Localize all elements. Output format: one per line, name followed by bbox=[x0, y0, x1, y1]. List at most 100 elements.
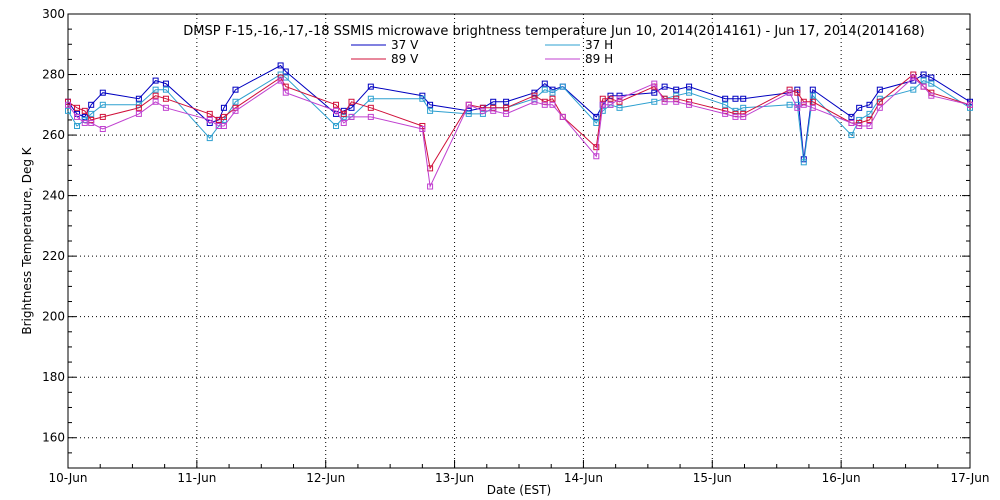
data-point-89-h bbox=[99, 126, 106, 133]
x-tick-label: 16-Jun bbox=[822, 471, 861, 485]
data-point-89-v bbox=[549, 95, 556, 102]
data-point-89-h bbox=[549, 101, 556, 108]
x-tick-label: 14-Jun bbox=[564, 471, 603, 485]
data-point-89-h bbox=[686, 101, 693, 108]
legend: 37 V 37 H 89 V 89 H bbox=[351, 38, 613, 66]
data-point-89-h bbox=[800, 101, 807, 108]
data-point-37-h bbox=[74, 122, 81, 129]
data-point-37-h bbox=[162, 86, 169, 93]
data-point-37-v bbox=[661, 83, 668, 90]
data-point-37-v bbox=[503, 98, 510, 105]
chart-title: DMSP F-15,-16,-17,-18 SSMIS microwave br… bbox=[183, 24, 924, 39]
series-37-v bbox=[65, 62, 973, 163]
data-point-89-h bbox=[465, 101, 472, 108]
data-point-37-h bbox=[732, 107, 739, 114]
data-point-89-h bbox=[967, 101, 973, 108]
data-point-89-h bbox=[616, 95, 623, 102]
data-point-37-h bbox=[809, 92, 816, 99]
data-point-89-v bbox=[722, 107, 729, 114]
data-point-89-h bbox=[503, 110, 510, 117]
data-point-89-h bbox=[910, 74, 917, 81]
data-point-89-h bbox=[928, 92, 935, 99]
data-point-37-v bbox=[920, 71, 927, 78]
data-point-89-h bbox=[786, 89, 793, 96]
data-point-89-h bbox=[220, 122, 227, 129]
y-tick-label: 240 bbox=[42, 189, 65, 203]
data-point-37-h bbox=[866, 110, 873, 117]
data-point-37-v bbox=[740, 95, 747, 102]
data-point-89-v bbox=[333, 101, 340, 108]
data-point-37-h bbox=[559, 83, 566, 90]
data-point-89-h bbox=[74, 113, 81, 120]
data-point-37-v bbox=[722, 95, 729, 102]
y-tick-label: 200 bbox=[42, 310, 65, 324]
x-tick-label: 15-Jun bbox=[693, 471, 732, 485]
data-point-37-h bbox=[99, 101, 106, 108]
data-point-89-h bbox=[367, 113, 374, 120]
data-point-37-v bbox=[427, 101, 434, 108]
data-point-89-h bbox=[333, 107, 340, 114]
data-point-37-h bbox=[928, 80, 935, 87]
data-point-37-v bbox=[232, 86, 239, 93]
y-axis: 160 180 200 220 240 260 280 300 bbox=[42, 7, 970, 454]
x-axis-label: Date (EST) bbox=[487, 483, 551, 497]
data-point-37-h bbox=[465, 110, 472, 117]
data-point-37-v bbox=[651, 89, 658, 96]
data-point-37-h bbox=[549, 89, 556, 96]
series-layer bbox=[65, 62, 973, 190]
data-point-89-h bbox=[722, 110, 729, 117]
data-point-37-h bbox=[722, 101, 729, 108]
data-point-37-h bbox=[152, 86, 159, 93]
data-point-37-h bbox=[232, 98, 239, 105]
data-point-89-h bbox=[531, 98, 538, 105]
data-point-89-h bbox=[920, 83, 927, 90]
data-point-37-h bbox=[427, 107, 434, 114]
series-89-v bbox=[65, 71, 973, 172]
data-point-37-h bbox=[541, 86, 548, 93]
data-point-37-v bbox=[848, 113, 855, 120]
data-point-89-h bbox=[490, 107, 497, 114]
data-point-89-v bbox=[599, 95, 606, 102]
data-point-37-v bbox=[277, 62, 284, 69]
data-point-89-v bbox=[479, 104, 486, 111]
data-point-37-h bbox=[967, 104, 973, 111]
data-point-37-h bbox=[848, 132, 855, 139]
data-point-37-h bbox=[910, 86, 917, 93]
data-point-89-v bbox=[152, 92, 159, 99]
data-point-37-v bbox=[593, 113, 600, 120]
data-point-89-v bbox=[809, 98, 816, 105]
data-point-89-v bbox=[503, 104, 510, 111]
plot-frame bbox=[67, 13, 971, 469]
legend-label-37-v: 37 V bbox=[391, 38, 419, 52]
data-point-89-h bbox=[740, 113, 747, 120]
data-point-89-v bbox=[206, 110, 213, 117]
series-line-37-h bbox=[67, 73, 971, 163]
data-point-89-h bbox=[607, 101, 614, 108]
data-point-89-v bbox=[367, 104, 374, 111]
data-point-89-v bbox=[673, 95, 680, 102]
data-point-89-h bbox=[732, 113, 739, 120]
data-point-37-v bbox=[856, 104, 863, 111]
data-point-89-h bbox=[340, 119, 347, 126]
data-point-37-h bbox=[206, 135, 213, 142]
data-point-89-v bbox=[490, 104, 497, 111]
data-point-89-v bbox=[866, 116, 873, 123]
x-tick-label: 13-Jun bbox=[435, 471, 474, 485]
data-point-37-h bbox=[856, 116, 863, 123]
data-point-89-h bbox=[81, 119, 88, 126]
data-point-37-v bbox=[282, 68, 289, 75]
data-point-37-v bbox=[152, 77, 159, 84]
data-point-89-v bbox=[686, 98, 693, 105]
data-point-89-h bbox=[673, 98, 680, 105]
data-point-37-v bbox=[367, 83, 374, 90]
data-point-37-v bbox=[162, 80, 169, 87]
data-point-89-h bbox=[65, 101, 71, 108]
data-point-37-h bbox=[651, 98, 658, 105]
data-point-89-v bbox=[220, 113, 227, 120]
data-point-89-v bbox=[531, 92, 538, 99]
data-point-37-v bbox=[876, 86, 883, 93]
y-tick-label: 260 bbox=[42, 128, 65, 142]
data-point-89-h bbox=[232, 107, 239, 114]
y-axis-label: Brightness Temperature, Deg K bbox=[20, 146, 34, 334]
